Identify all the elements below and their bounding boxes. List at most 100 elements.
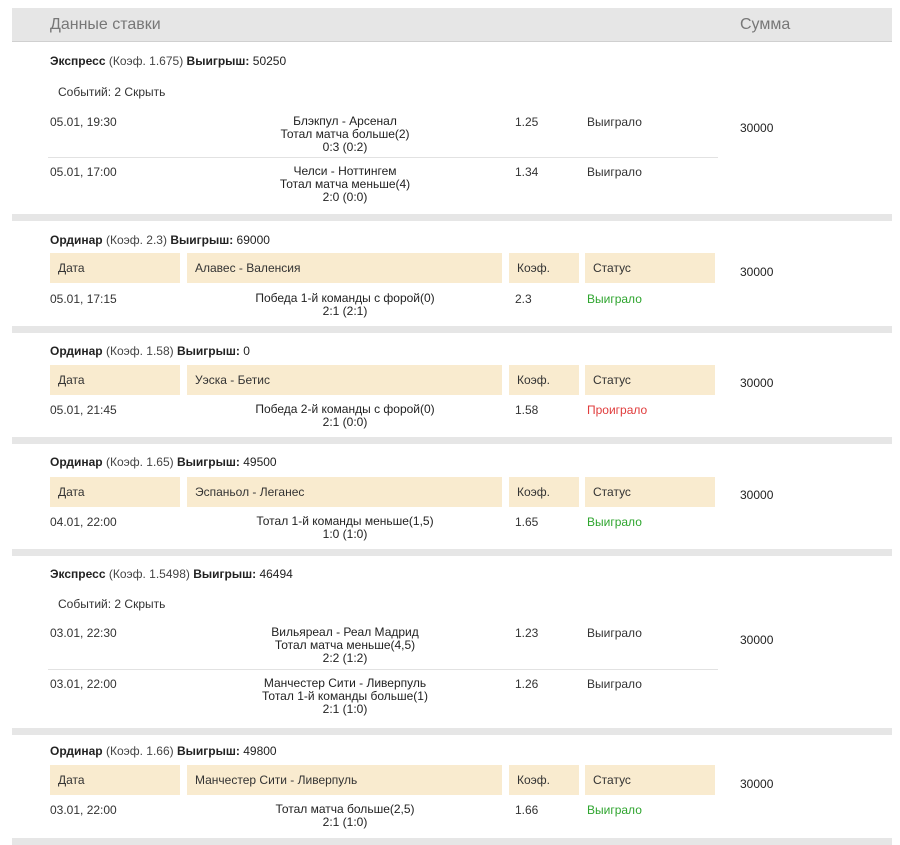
row-divider (48, 669, 718, 670)
col-header-status: Статус (585, 253, 715, 283)
bet-title: Ординар (Коэф. 1.58) Выигрыш: 0 (50, 344, 250, 358)
bet-sum: 30000 (740, 777, 774, 791)
bet-coef: (Коэф. 1.65) (105, 455, 174, 469)
event-market: Тотал матча меньше(4,5) (274, 638, 416, 652)
col-header-coef: Коэф. (509, 477, 579, 507)
row-divider (48, 157, 718, 158)
bet-title: Ординар (Коэф. 2.3) Выигрыш: 69000 (50, 233, 270, 247)
bet-win-value: 49800 (243, 744, 277, 758)
event-details: Блэкпул - Арсенал Тотал матча больше(2) … (190, 115, 500, 154)
event-odd: 1.66 (515, 803, 539, 817)
event-match: Манчестер Сити - Ливерпуль (263, 676, 427, 690)
bet-title: Ординар (Коэф. 1.65) Выигрыш: 49500 (50, 455, 277, 469)
bet-coef: (Коэф. 1.5498) (108, 567, 190, 581)
event-odd: 1.23 (515, 626, 539, 640)
event-market: Тотал матча больше(2) (280, 127, 410, 141)
event-odd: 1.34 (515, 165, 539, 179)
event-status: Выиграло (587, 292, 642, 306)
bet-separator (12, 549, 892, 556)
event-status: Выиграло (587, 677, 642, 691)
bet-separator (12, 838, 892, 845)
events-toggle[interactable]: Событий: 2 Скрыть (58, 597, 166, 611)
event-details: Победа 2-й команды с форой(0) 2:1 (0:0) (190, 403, 500, 429)
bet-win-value: 50250 (252, 54, 287, 68)
event-odd: 2.3 (515, 292, 532, 306)
event-market: Тотал 1-й команды меньше(1,5) (256, 514, 434, 528)
event-match: Челси - Ноттингем (293, 164, 397, 178)
event-market: Тотал матча меньше(4) (279, 177, 411, 191)
event-details: Вильяреал - Реал Мадрид Тотал матча мень… (190, 626, 500, 665)
bet-sum: 30000 (740, 488, 774, 502)
col-header-date: Дата (50, 477, 180, 507)
col-header-coef: Коэф. (509, 765, 579, 795)
col-header-status: Статус (585, 365, 715, 395)
event-odd: 1.58 (515, 403, 539, 417)
bet-title: Ординар (Коэф. 1.66) Выигрыш: 49800 (50, 744, 277, 758)
bet-type: Ординар (50, 455, 103, 469)
col-header-date: Дата (50, 253, 180, 283)
event-odd: 1.25 (515, 115, 539, 129)
col-header-status: Статус (585, 477, 715, 507)
event-market: Тотал 1-й команды больше(1) (262, 689, 428, 703)
bet-coef: (Коэф. 1.66) (105, 744, 174, 758)
bet-win-value: 46494 (259, 567, 293, 581)
event-date: 05.01, 17:00 (50, 165, 117, 179)
event-date: 03.01, 22:30 (50, 626, 117, 640)
bet-sum: 30000 (740, 633, 774, 647)
col-header-match: Манчестер Сити - Ливерпуль (187, 765, 502, 795)
bet-type: Экспресс (50, 54, 106, 68)
event-details: Победа 1-й команды с форой(0) 2:1 (2:1) (190, 292, 500, 318)
event-status: Проиграло (587, 403, 648, 417)
event-score: 2:1 (0:0) (322, 415, 368, 429)
event-score: 2:2 (1:2) (322, 651, 368, 665)
event-details: Тотал 1-й команды меньше(1,5) 1:0 (1:0) (190, 515, 500, 541)
events-toggle[interactable]: Событий: 2 Скрыть (58, 85, 166, 99)
table-header: Данные ставки Сумма (12, 8, 892, 42)
bet-type: Ординар (50, 744, 103, 758)
bet-separator (12, 326, 892, 333)
bet-title: Экспресс (Коэф. 1.675) Выигрыш: 50250 (50, 54, 286, 68)
event-date: 05.01, 19:30 (50, 115, 117, 129)
event-date: 05.01, 21:45 (50, 403, 117, 417)
col-header-date: Дата (50, 365, 180, 395)
event-match: Вильяреал - Реал Мадрид (271, 625, 419, 639)
event-score: 2:1 (1:0) (322, 702, 368, 716)
bet-win-label: Выигрыш: (177, 344, 240, 358)
event-date: 05.01, 17:15 (50, 292, 117, 306)
event-status: Выиграло (587, 626, 642, 640)
bet-type: Экспресс (50, 567, 106, 581)
bet-coef: (Коэф. 2.3) (105, 233, 167, 247)
col-header-match: Уэска - Бетис (187, 365, 502, 395)
col-header-match: Алавес - Валенсия (187, 253, 502, 283)
event-market: Тотал матча больше(2,5) (275, 802, 415, 816)
header-sum-label: Сумма (740, 16, 791, 33)
bet-separator (12, 728, 892, 735)
event-match: Блэкпул - Арсенал (293, 114, 397, 128)
event-market: Победа 1-й команды с форой(0) (255, 291, 435, 305)
col-header-coef: Коэф. (509, 253, 579, 283)
event-details: Челси - Ноттингем Тотал матча меньше(4) … (190, 165, 500, 204)
bet-win-label: Выигрыш: (177, 455, 240, 469)
event-details: Манчестер Сити - Ливерпуль Тотал 1-й ком… (190, 677, 500, 716)
event-status: Выиграло (587, 515, 642, 529)
bet-win-label: Выигрыш: (177, 744, 240, 758)
event-score: 0:3 (0:2) (322, 140, 368, 154)
event-score: 2:1 (1:0) (322, 815, 368, 829)
col-header-status: Статус (585, 765, 715, 795)
event-market: Победа 2-й команды с форой(0) (255, 402, 435, 416)
event-date: 03.01, 22:00 (50, 803, 117, 817)
bet-win-label: Выигрыш: (170, 233, 234, 247)
event-score: 1:0 (1:0) (322, 527, 368, 541)
bet-sum: 30000 (740, 265, 774, 279)
bet-win-value: 0 (243, 344, 250, 358)
bet-separator (12, 214, 892, 221)
bet-type: Ординар (50, 344, 103, 358)
event-status: Выиграло (587, 115, 642, 129)
event-status: Выиграло (587, 803, 642, 817)
event-status: Выиграло (587, 165, 642, 179)
event-odd: 1.65 (515, 515, 539, 529)
bet-type: Ординар (50, 233, 103, 247)
bet-coef: (Коэф. 1.58) (105, 344, 174, 358)
header-title: Данные ставки (50, 16, 161, 33)
page-margin (0, 0, 12, 845)
